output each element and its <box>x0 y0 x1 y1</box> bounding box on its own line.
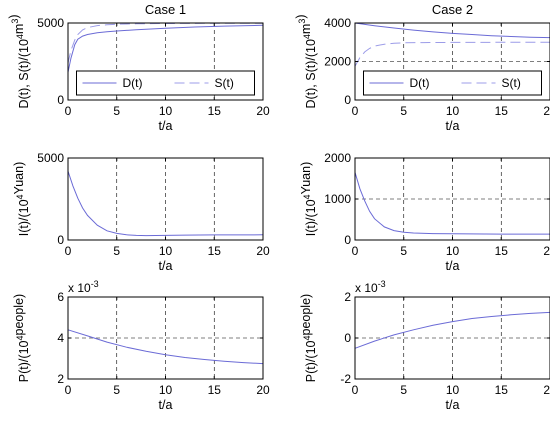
x-tick-label: 15 <box>208 383 222 397</box>
y-tick-label: 0 <box>57 233 64 247</box>
x-tick-label: 0 <box>65 104 72 118</box>
chart-title: Case 1 <box>145 2 186 17</box>
x-tick-label: 10 <box>446 244 460 258</box>
x-tick-label: 0 <box>352 244 359 258</box>
y-tick-label: 4000 <box>324 16 351 30</box>
y-tick-label: 2 <box>57 372 64 386</box>
y-tick-label: 6 <box>57 290 64 304</box>
x-tick-label: 0 <box>65 383 72 397</box>
x-axis-label: t/a <box>159 259 173 273</box>
x-tick-label: 20 <box>543 383 550 397</box>
y-exponent-label: x 10-3 <box>68 279 99 295</box>
series-line-st <box>67 22 263 64</box>
series-line-series-0 <box>67 329 264 365</box>
series-line-dt <box>354 22 550 39</box>
y-axis-label: P(t)/(104people) <box>299 294 318 382</box>
y-tick-label: 2000 <box>324 55 351 69</box>
series-line-dt <box>67 24 264 73</box>
chart-case1-DS: 0 5 10 15 20 0 5000 t/a Case 1 D(t), S(t)/(104m3)… <box>7 2 270 133</box>
x-tick-label: 10 <box>159 104 173 118</box>
x-tick-label: 10 <box>159 244 173 258</box>
chart-case1-I: 0 5 10 15 20 0 5000 t/a I(t)/(104Yuan) <box>12 151 270 273</box>
x-axis-label: t/a <box>446 119 460 133</box>
legend-label: D(t) <box>123 76 143 90</box>
x-tick-label: 15 <box>495 244 509 258</box>
x-tick-label: 10 <box>446 383 460 397</box>
x-tick-label: 20 <box>256 104 270 118</box>
y-tick-label: 0 <box>344 233 351 247</box>
x-tick-label: 5 <box>400 383 407 397</box>
y-tick-label: 5000 <box>37 16 64 30</box>
y-tick-label: 2 <box>344 290 351 304</box>
x-tick-label: 0 <box>65 244 72 258</box>
x-tick-label: 15 <box>208 244 222 258</box>
y-tick-label: -2 <box>340 372 351 386</box>
series-line-series-0 <box>67 170 264 237</box>
x-tick-label: 20 <box>256 244 270 258</box>
x-axis-label: t/a <box>446 259 460 273</box>
x-tick-label: 15 <box>495 104 509 118</box>
chart-case2-I: 0 5 10 15 20 0 1000 2000 t/a I(t)/(104Yuan) <box>299 151 550 273</box>
x-axis-label: t/a <box>159 119 173 133</box>
legend-label: S(t) <box>502 76 521 90</box>
x-tick-label: 15 <box>208 104 222 118</box>
chart-title: Case 2 <box>432 2 473 17</box>
x-tick-label: 5 <box>400 244 407 258</box>
y-axis-label: D(t), S(t)/(104m3) <box>294 14 318 108</box>
chart-case2-DS: 0 5 10 15 20 0 2000 4000 t/a Case 2 D(t), S(t)/(10… <box>294 2 550 133</box>
y-tick-label: 4 <box>57 331 64 345</box>
x-tick-label: 20 <box>543 104 550 118</box>
y-tick-label: 0 <box>344 93 351 107</box>
x-tick-label: 5 <box>113 244 120 258</box>
y-axis-label: P(t)/(104people) <box>12 294 31 382</box>
legend: D(t) S(t) <box>363 70 542 96</box>
legend-label: S(t) <box>215 76 234 90</box>
x-tick-label: 0 <box>352 383 359 397</box>
x-axis-label: t/a <box>159 398 173 412</box>
series-line-series-0 <box>354 172 550 235</box>
series-line-series-0 <box>354 311 550 349</box>
x-tick-label: 20 <box>543 244 550 258</box>
y-tick-label: 1000 <box>324 192 351 206</box>
x-tick-label: 5 <box>113 104 120 118</box>
y-axis-label: I(t)/(104Yuan) <box>299 162 318 237</box>
chart-case1-P: 0 5 10 15 20 2 4 6 x 10-3 t/a P(t)/(104people) <box>12 279 270 412</box>
x-axis-label: t/a <box>446 398 460 412</box>
axes-box <box>67 157 264 241</box>
x-tick-label: 20 <box>256 383 270 397</box>
x-tick-label: 10 <box>446 104 460 118</box>
y-tick-label: 2000 <box>324 151 351 165</box>
legend-label: D(t) <box>410 76 430 90</box>
x-tick-label: 5 <box>113 383 120 397</box>
x-tick-label: 0 <box>352 104 359 118</box>
y-tick-label: 0 <box>344 331 351 345</box>
legend: D(t) S(t) <box>76 70 255 96</box>
y-tick-label: 0 <box>57 93 64 107</box>
x-tick-label: 5 <box>400 104 407 118</box>
y-axis-label: I(t)/(104Yuan) <box>12 162 31 237</box>
y-axis-label: D(t), S(t)/(104m3) <box>7 14 31 108</box>
x-tick-label: 10 <box>159 383 173 397</box>
y-tick-label: 5000 <box>37 151 64 165</box>
x-tick-label: 15 <box>495 383 509 397</box>
y-exponent-label: x 10-3 <box>355 279 386 295</box>
series-line-st <box>354 41 550 67</box>
